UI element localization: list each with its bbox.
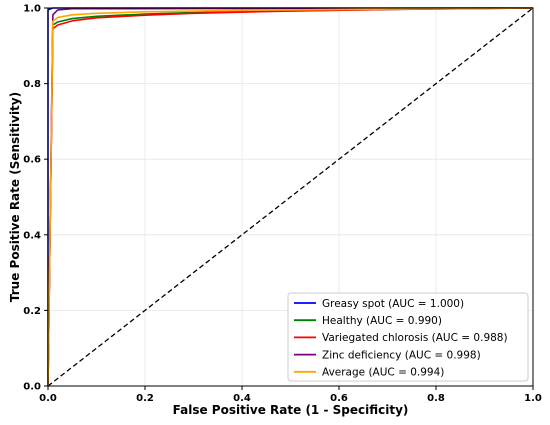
x-tick-label: 0.6	[330, 393, 348, 404]
x-axis-label: False Positive Rate (1 - Specificity)	[173, 403, 409, 417]
y-tick-label: 0.2	[23, 306, 41, 317]
x-tick-label: 0.4	[233, 393, 251, 404]
legend-entry-label: Average (AUC = 0.994)	[322, 367, 444, 379]
y-tick-label: 0.4	[23, 230, 41, 241]
series-line	[47, 7, 534, 387]
legend-box	[287, 292, 529, 382]
y-tick-label: 0.6	[23, 155, 41, 166]
y-tick-label: 0.0	[23, 382, 41, 393]
legend-entry-label: Healthy (AUC = 0.990)	[322, 315, 442, 327]
y-tick-label: 1.0	[23, 4, 41, 15]
legend: Greasy spot (AUC = 1.000) Healthy (AUC = …	[287, 292, 529, 382]
x-tick-label: 0.8	[427, 393, 445, 404]
reference-diagonal-line	[47, 7, 534, 387]
reference-diagonal	[47, 7, 534, 387]
y-axis-ticks: 0.0 0.2 0.4 0.6 0.8 1.0	[23, 4, 48, 393]
legend-entry-label: Greasy spot (AUC = 1.000)	[322, 298, 464, 310]
y-tick-label: 0.8	[23, 79, 41, 90]
x-axis-ticks: 0.0 0.2 0.4 0.6 0.8 1.0	[39, 386, 542, 404]
x-tick-label: 0.0	[39, 393, 57, 404]
legend-entry-label: Zinc deficiency (AUC = 0.998)	[322, 349, 481, 361]
x-tick-label: 0.2	[136, 393, 154, 404]
plot-frame	[47, 7, 534, 387]
x-tick-label: 1.0	[524, 393, 542, 404]
y-axis-label: True Positive Rate (Sensitivity)	[8, 92, 22, 302]
legend-entry-label: Variegated chlorosis (AUC = 0.988)	[322, 332, 508, 344]
